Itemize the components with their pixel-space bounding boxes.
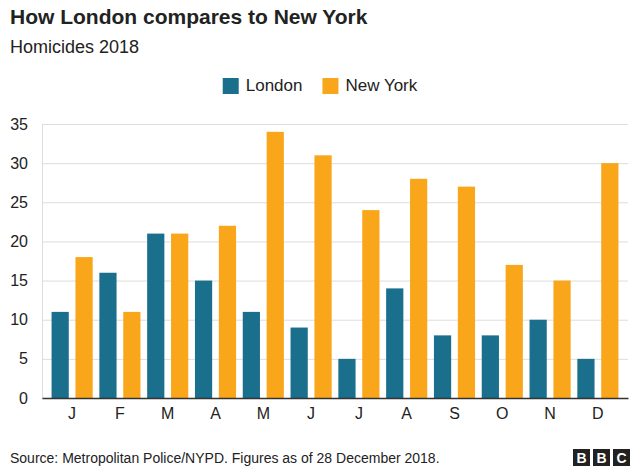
x-tick: J	[68, 398, 76, 422]
y-tick-label: 10	[10, 311, 28, 328]
grid-line	[42, 281, 628, 282]
grid-line	[42, 241, 628, 242]
x-tick: A	[401, 398, 412, 422]
x-tick: S	[449, 398, 460, 422]
y-tick-label: 15	[10, 272, 28, 289]
bar	[386, 288, 403, 398]
x-tick: F	[115, 398, 125, 422]
x-tick-label: J	[68, 405, 76, 422]
chart-svg: How London compares to New York Homicides…	[0, 0, 640, 470]
grid-line	[42, 124, 628, 125]
legend: London New York	[223, 76, 418, 95]
source: Source: Metropolitan Police/NYPD. Figure…	[10, 450, 440, 466]
x-tick: D	[592, 398, 604, 422]
x-tick: J	[355, 398, 363, 422]
bar	[195, 281, 212, 398]
title: How London compares to New York	[10, 5, 368, 28]
bar	[458, 187, 475, 398]
y-tick-label: 25	[10, 194, 28, 211]
y-tick-label: 35	[10, 116, 28, 133]
bar	[553, 281, 570, 398]
bar	[291, 328, 308, 398]
x-axis-line	[43, 398, 629, 400]
grid-line	[42, 202, 628, 203]
y-tick-label: 0	[19, 390, 28, 407]
x-tick-label: J	[355, 405, 363, 422]
bar	[171, 234, 188, 398]
legend-swatch	[223, 78, 239, 94]
x-tick: N	[544, 398, 556, 422]
logo: BBC	[573, 449, 630, 466]
bar	[482, 335, 499, 398]
x-tick-label: D	[592, 405, 604, 422]
x-tick-label: O	[496, 405, 508, 422]
y-tick: 35	[10, 116, 628, 133]
x-tick-label: M	[257, 405, 270, 422]
bar	[219, 226, 236, 398]
logo-box	[613, 449, 630, 466]
legend-label: London	[246, 76, 303, 95]
x-tick-label: M	[161, 405, 174, 422]
bar	[52, 312, 69, 398]
y-tick-label: 20	[10, 233, 28, 250]
bar	[577, 359, 594, 398]
bar	[506, 265, 523, 398]
logo-letter: B	[596, 450, 606, 466]
logo-box	[593, 449, 610, 466]
legend-item: New York	[322, 76, 417, 95]
y-tick-label: 30	[10, 155, 28, 172]
logo-letter: B	[576, 450, 586, 466]
bar	[314, 155, 331, 398]
y-tick-label: 5	[19, 350, 28, 367]
bar	[410, 179, 427, 398]
x-tick: M	[257, 398, 270, 422]
logo-letter: C	[616, 450, 626, 466]
bar-series	[75, 132, 618, 398]
x-tick-label: A	[210, 405, 221, 422]
grid-line	[42, 163, 628, 164]
bar	[123, 312, 140, 398]
x-tick-label: A	[401, 405, 412, 422]
x-tick-label: S	[449, 405, 460, 422]
logo-text: BBC	[576, 450, 626, 466]
chart-container: How London compares to New York Homicides…	[0, 0, 640, 470]
bar	[147, 234, 164, 398]
plot: 0 5 10 15 20 25 30 35 J F M A M J J A S O N D	[10, 116, 628, 423]
subtitle: Homicides 2018	[10, 37, 139, 57]
legend-item: London	[223, 76, 303, 95]
x-axis: JFMAMJJASOND	[43, 398, 629, 422]
x-tick: A	[210, 398, 221, 422]
x-tick: M	[161, 398, 174, 422]
logo-box	[573, 449, 590, 466]
y-axis: 0 5 10 15 20 25 30 35	[10, 116, 628, 407]
bar	[362, 210, 379, 398]
legend-swatch	[322, 78, 338, 94]
x-tick-label: N	[544, 405, 556, 422]
bar	[530, 320, 547, 398]
x-tick: J	[307, 398, 315, 422]
x-tick: O	[496, 398, 508, 422]
bar	[338, 359, 355, 398]
x-tick-label: F	[115, 405, 125, 422]
bar	[434, 335, 451, 398]
grid-line	[42, 398, 628, 399]
x-tick-label: J	[307, 405, 315, 422]
bars	[52, 132, 619, 398]
bar	[75, 257, 92, 398]
y-axis-line	[43, 125, 629, 399]
bar	[267, 132, 284, 398]
bar	[99, 273, 116, 398]
legend-label: New York	[345, 76, 417, 95]
bar	[601, 163, 618, 398]
bar	[243, 312, 260, 398]
